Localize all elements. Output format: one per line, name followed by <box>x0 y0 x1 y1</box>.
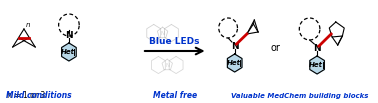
Polygon shape <box>228 54 242 72</box>
Text: Het: Het <box>309 62 323 68</box>
Text: N: N <box>231 42 239 50</box>
Text: Het: Het <box>227 60 241 66</box>
Text: Valuable MedChem building blocks: Valuable MedChem building blocks <box>231 93 368 99</box>
Text: Mild conditions: Mild conditions <box>6 91 72 101</box>
Text: Blue LEDs: Blue LEDs <box>149 36 200 46</box>
Text: n: n <box>26 22 30 28</box>
Text: Het: Het <box>61 49 75 55</box>
Text: N: N <box>165 63 169 68</box>
Polygon shape <box>62 43 76 61</box>
Text: n = 1 or 3: n = 1 or 3 <box>7 91 45 101</box>
Text: Metal free: Metal free <box>153 91 197 101</box>
Text: N: N <box>65 30 73 39</box>
Polygon shape <box>310 56 324 74</box>
Text: N: N <box>313 43 321 53</box>
Text: or: or <box>270 43 280 53</box>
Text: N: N <box>161 31 165 36</box>
